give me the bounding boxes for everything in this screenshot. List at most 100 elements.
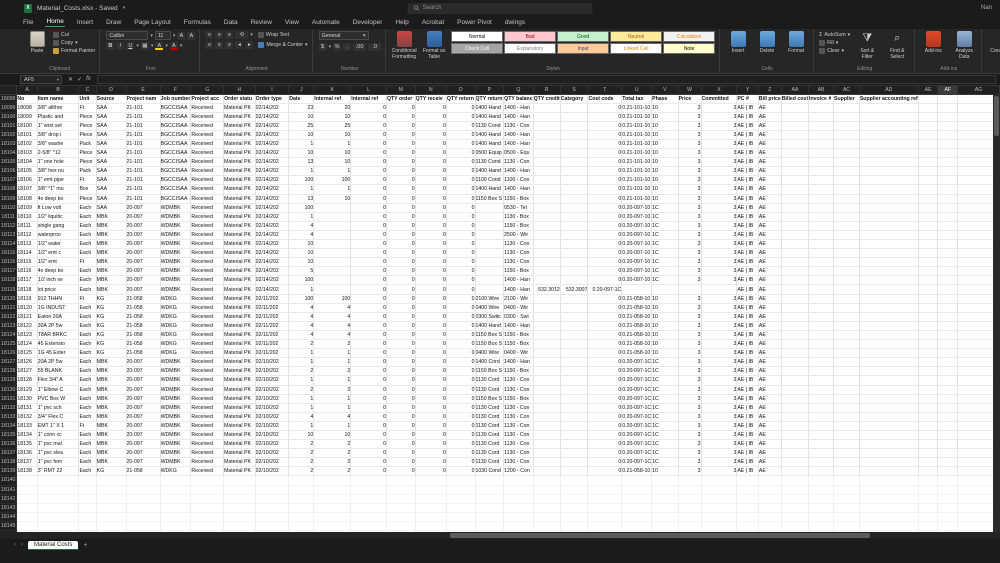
empty-cell[interactable] <box>37 494 80 504</box>
table-row[interactable]: 18106 18105 3/8" hex nu Pack SAA 21-101 BGCCIS… <box>0 166 1000 177</box>
data-cell[interactable]: 1C <box>651 448 679 459</box>
data-cell[interactable]: Received <box>190 385 225 395</box>
data-cell[interactable] <box>859 157 919 168</box>
row-header[interactable]: 18117 <box>0 266 18 277</box>
data-cell[interactable]: 3 <box>678 203 702 213</box>
data-cell[interactable] <box>781 212 810 222</box>
data-cell[interactable]: AE | IB <box>736 212 759 222</box>
column-header-AE[interactable]: AE <box>918 86 939 95</box>
data-cell[interactable]: AE <box>758 421 782 431</box>
data-cell[interactable]: 4 <box>288 330 315 341</box>
orientation-chevron-icon[interactable]: ▾ <box>250 32 253 38</box>
data-cell[interactable] <box>560 239 589 250</box>
data-cell[interactable]: Material PK <box>223 394 256 404</box>
table-row[interactable]: 18101 18100 1" wrst set Piece SAA 21-101 BGCCI… <box>0 121 1000 131</box>
data-cell[interactable] <box>937 339 958 350</box>
table-row[interactable]: 18114 18113 1/2" water Each MBK 20-097 WDMBK Re… <box>0 239 1000 250</box>
data-cell[interactable]: 1 <box>288 184 315 195</box>
data-cell[interactable] <box>833 321 860 331</box>
data-cell[interactable] <box>808 166 835 177</box>
data-cell[interactable] <box>533 294 561 304</box>
data-cell[interactable]: 0 <box>415 457 447 468</box>
data-cell[interactable] <box>918 357 939 368</box>
data-cell[interactable]: 18130 <box>16 394 38 404</box>
data-cell[interactable]: 1400 - Han <box>503 166 534 177</box>
data-cell[interactable]: 3/8" washe <box>37 139 80 150</box>
data-cell[interactable] <box>533 394 561 404</box>
data-cell[interactable]: 18100 <box>16 121 38 131</box>
table-row[interactable]: 18119 18118 lot price Each MBK 20-097 WDMBK Rec… <box>0 284 1000 295</box>
table-row[interactable]: 18126 18125 1G 45 Exter Each KG 21-058 WDKG Rec… <box>0 348 1000 359</box>
data-cell[interactable]: SAA <box>96 139 127 150</box>
empty-cell[interactable] <box>918 503 939 513</box>
data-cell[interactable]: 3 <box>678 248 702 259</box>
data-cell[interactable]: Received <box>190 184 225 195</box>
data-cell[interactable]: AE <box>758 385 782 395</box>
data-cell[interactable]: 0 <box>350 412 387 422</box>
data-cell[interactable]: 4 <box>288 321 315 331</box>
data-cell[interactable]: 02/10/202 <box>255 466 290 477</box>
data-cell[interactable]: 0 <box>386 412 416 422</box>
column-header-Q[interactable]: Q <box>503 86 534 95</box>
data-cell[interactable]: 0 <box>446 448 476 459</box>
empty-cell[interactable] <box>808 521 835 532</box>
empty-cell[interactable] <box>833 503 860 513</box>
data-cell[interactable]: 18136 <box>16 448 38 459</box>
data-cell[interactable]: 0 <box>386 230 416 241</box>
style-explanatory[interactable]: Explanatory <box>504 43 557 54</box>
enter-icon[interactable]: ✓ <box>77 77 83 83</box>
autosum-button[interactable]: Σ AutoSum ▾ <box>819 32 850 38</box>
data-cell[interactable]: Material PK <box>223 357 256 368</box>
data-cell[interactable] <box>859 103 919 113</box>
data-cell[interactable] <box>313 212 352 222</box>
data-cell[interactable]: 3/8" drop i <box>37 130 80 140</box>
data-cell[interactable] <box>859 175 919 186</box>
data-cell[interactable] <box>808 448 835 459</box>
data-cell[interactable]: 25 <box>313 121 352 131</box>
data-cell[interactable]: 1 <box>313 166 352 177</box>
data-cell[interactable]: 3 <box>701 430 738 441</box>
data-cell[interactable]: 20-097 <box>126 266 161 277</box>
data-cell[interactable] <box>533 257 561 268</box>
empty-cell[interactable] <box>126 503 161 513</box>
data-cell[interactable] <box>475 266 505 277</box>
data-cell[interactable]: Each <box>78 303 97 313</box>
data-cell[interactable]: 0 <box>446 184 476 195</box>
font-name-chevron-icon[interactable]: ▾ <box>150 32 153 39</box>
empty-cell[interactable] <box>16 485 38 495</box>
data-cell[interactable] <box>918 194 939 204</box>
data-cell[interactable]: 02/11/202 <box>255 312 290 322</box>
data-cell[interactable]: 0 <box>350 385 387 395</box>
data-cell[interactable]: 3 <box>701 221 738 231</box>
data-cell[interactable]: 3 <box>678 239 702 250</box>
data-cell[interactable]: 100 <box>288 175 315 186</box>
data-cell[interactable]: AE <box>758 203 782 213</box>
data-cell[interactable] <box>533 312 561 322</box>
data-cell[interactable]: 1C <box>651 412 679 422</box>
column-caption-cell[interactable]: Date <box>288 94 315 104</box>
tab-acrobat[interactable]: Acrobat <box>421 19 445 26</box>
data-cell[interactable]: 1/2" emt c <box>37 248 80 259</box>
row-header[interactable]: 18145 <box>0 521 18 532</box>
empty-cell[interactable] <box>415 521 447 532</box>
data-cell[interactable]: 0 <box>415 448 447 459</box>
data-cell[interactable]: 02/10/202 <box>255 357 290 368</box>
data-cell[interactable]: AE <box>758 112 782 122</box>
increase-indent-icon[interactable]: ▸ <box>245 41 254 49</box>
empty-cell[interactable] <box>918 475 939 486</box>
empty-cell[interactable] <box>736 503 759 513</box>
data-cell[interactable]: 2 <box>288 439 315 450</box>
data-cell[interactable] <box>859 194 919 204</box>
row-header[interactable]: 18110 <box>0 203 18 213</box>
data-cell[interactable]: 1 <box>313 139 352 150</box>
data-cell[interactable]: 02/11/202 <box>255 348 290 359</box>
empty-cell[interactable] <box>533 530 561 532</box>
table-row[interactable]: 18131 18130 PVC Box W Each MBK 20-097 WDMBK Rec… <box>0 394 1000 404</box>
data-cell[interactable] <box>833 239 860 250</box>
table-row[interactable]: 18103 18102 3/8" washe Pack SAA 21-101 BGCCISA… <box>0 139 1000 150</box>
data-cell[interactable]: 1C <box>651 212 679 222</box>
data-cell[interactable] <box>560 130 589 140</box>
data-cell[interactable]: 0 <box>350 139 387 150</box>
data-cell[interactable]: 1" wrst set <box>37 121 80 131</box>
data-cell[interactable]: AE | IB <box>736 157 759 168</box>
